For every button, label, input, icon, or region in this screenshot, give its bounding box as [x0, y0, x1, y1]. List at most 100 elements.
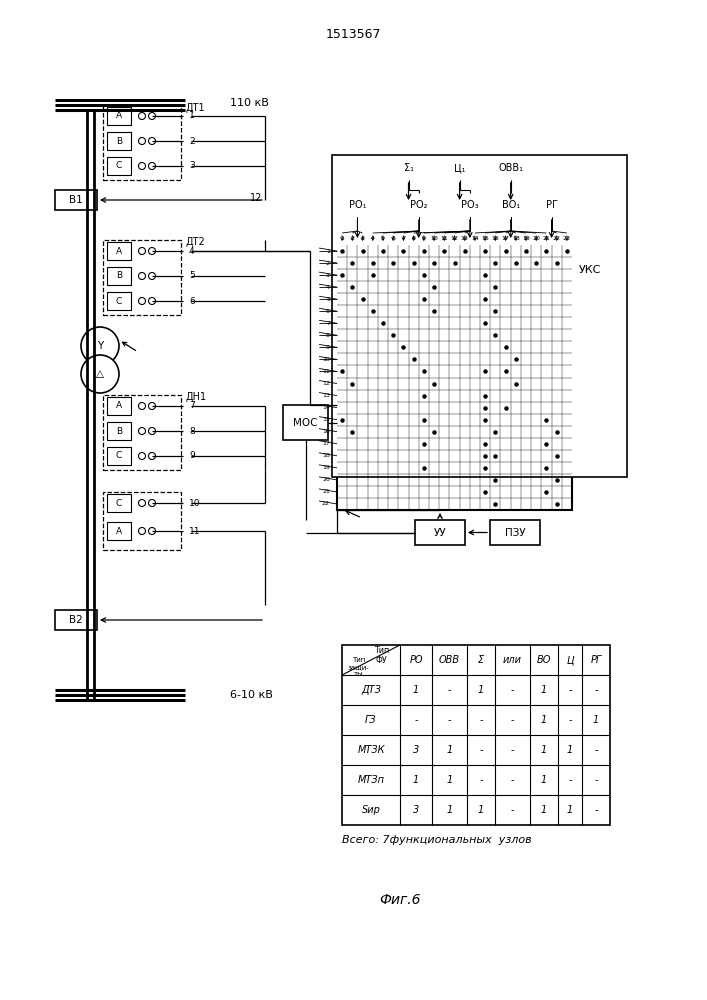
Bar: [107, 157, 131, 175]
Bar: [103, 105, 181, 180]
Text: C: C: [116, 296, 122, 306]
Text: 1: 1: [413, 685, 419, 695]
Bar: [442, 156, 478, 180]
Bar: [55, 610, 97, 630]
Circle shape: [139, 452, 146, 460]
Text: -: -: [510, 775, 514, 785]
Bar: [283, 405, 328, 440]
Text: РГ: РГ: [546, 200, 558, 210]
Circle shape: [139, 499, 146, 506]
Text: РО: РО: [409, 655, 423, 665]
Text: Тип
ФУ: Тип ФУ: [374, 646, 389, 665]
Circle shape: [148, 298, 156, 304]
Text: B: B: [116, 136, 122, 145]
Text: РО₃: РО₃: [461, 200, 479, 210]
Text: 9: 9: [189, 452, 194, 460]
Text: A: A: [116, 246, 122, 255]
Text: МТЗп: МТЗп: [358, 775, 385, 785]
Text: Ц₁: Ц₁: [454, 163, 465, 173]
Text: 4: 4: [189, 246, 194, 255]
Text: 23: 23: [563, 236, 571, 241]
Text: -: -: [568, 685, 572, 695]
Text: 10: 10: [430, 236, 438, 241]
Bar: [339, 193, 375, 217]
Text: 11: 11: [322, 369, 330, 374]
Text: 6: 6: [189, 296, 194, 306]
Text: 1: 1: [567, 805, 573, 815]
Text: 11: 11: [189, 526, 201, 536]
Text: -: -: [568, 775, 572, 785]
Bar: [107, 107, 131, 125]
Text: 13: 13: [322, 393, 330, 398]
Text: -: -: [510, 745, 514, 755]
Circle shape: [148, 247, 156, 254]
Text: 8: 8: [326, 333, 330, 338]
Text: -: -: [568, 715, 572, 725]
Text: 17: 17: [502, 236, 510, 241]
Text: A: A: [116, 526, 122, 536]
Bar: [107, 292, 131, 310]
Text: ПЗУ: ПЗУ: [505, 528, 525, 538]
Text: 15: 15: [322, 417, 330, 422]
Text: A: A: [116, 111, 122, 120]
Text: Ц: Ц: [566, 655, 574, 665]
Bar: [107, 494, 131, 512]
Text: -: -: [595, 775, 597, 785]
Text: ДТ1: ДТ1: [185, 103, 204, 113]
Text: 9: 9: [422, 236, 426, 241]
Text: РГ: РГ: [590, 655, 602, 665]
Text: -: -: [510, 805, 514, 815]
Text: 20: 20: [532, 236, 540, 241]
Text: C: C: [116, 161, 122, 170]
Text: 16: 16: [322, 429, 330, 434]
Text: 17: 17: [322, 441, 330, 446]
Text: -: -: [510, 715, 514, 725]
Text: 7: 7: [402, 236, 405, 241]
Bar: [103, 492, 181, 550]
Circle shape: [148, 112, 156, 119]
Text: Σ₁: Σ₁: [404, 163, 414, 173]
Text: 1: 1: [189, 111, 194, 120]
Text: B: B: [116, 271, 122, 280]
Text: 3: 3: [326, 273, 330, 278]
Text: 1: 1: [340, 236, 344, 241]
Text: 1: 1: [446, 745, 452, 755]
Text: 1: 1: [478, 685, 484, 695]
Text: 20: 20: [322, 477, 330, 482]
Bar: [107, 242, 131, 260]
Text: 2: 2: [326, 261, 330, 266]
Circle shape: [139, 528, 146, 534]
Text: 3: 3: [413, 745, 419, 755]
Text: 1: 1: [541, 715, 547, 725]
Text: 19: 19: [522, 236, 530, 241]
Circle shape: [148, 452, 156, 460]
Bar: [337, 245, 572, 510]
Bar: [490, 156, 532, 180]
Text: Sир: Sир: [361, 805, 380, 815]
Text: △: △: [96, 369, 104, 379]
Circle shape: [139, 298, 146, 304]
Text: 1: 1: [541, 805, 547, 815]
Text: 1: 1: [413, 775, 419, 785]
Text: Y: Y: [97, 341, 103, 351]
Bar: [107, 132, 131, 150]
Text: 9: 9: [326, 345, 330, 350]
Text: 1: 1: [478, 805, 484, 815]
Text: 3: 3: [361, 236, 365, 241]
Circle shape: [148, 162, 156, 169]
Text: 4: 4: [370, 236, 375, 241]
Bar: [107, 397, 131, 415]
Text: В2: В2: [69, 615, 83, 625]
Text: 6: 6: [326, 309, 330, 314]
Bar: [107, 522, 131, 540]
Circle shape: [139, 162, 146, 169]
Text: УУ: УУ: [433, 528, 446, 538]
Text: ДТ2: ДТ2: [185, 237, 205, 247]
Text: 16: 16: [491, 236, 499, 241]
Text: 19: 19: [322, 465, 330, 470]
Text: 5: 5: [326, 297, 330, 302]
Circle shape: [139, 137, 146, 144]
Text: 22: 22: [322, 501, 330, 506]
Text: ГЗ: ГЗ: [366, 715, 377, 725]
Bar: [332, 155, 627, 477]
